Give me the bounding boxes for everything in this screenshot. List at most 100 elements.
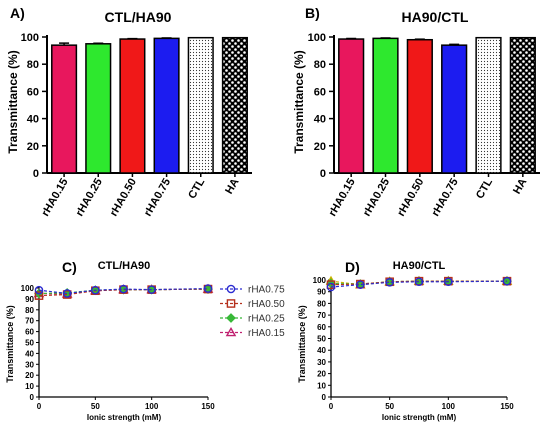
panel-c-legend-label-rHA0.75: rHA0.75: [248, 285, 285, 296]
panel-d-plot: 0 10 20 30 40 50 60 70 80 90 100 0 50 100 150: [313, 275, 514, 411]
panel-d-xtick-label: 0: [329, 402, 334, 411]
panel-d-ytick-label: 30: [317, 358, 326, 367]
panel-b-category-label: rHA0.15: [327, 177, 358, 219]
panel-c-point-rHA0.75: [91, 285, 100, 295]
panel-b-bar-rHA0.75: [441, 44, 468, 174]
panel-c-point-rHA0.75: [203, 284, 213, 293]
panel-c: C) CTL/HA90 Transmittance (%) Ionic stre…: [5, 259, 285, 422]
panel-b-category-label: CTL: [474, 176, 495, 201]
panel-c-ytick-label: 40: [25, 349, 34, 358]
panel-c-point-rHA0.75: [62, 289, 72, 298]
panel-a-ytick-label: 0: [33, 168, 39, 180]
panel-a-category-label: rHA0.15: [40, 177, 71, 219]
panel-c-legend-marker-rHA0.50: [226, 299, 236, 308]
panel-a-bar-rHA0.75: [153, 37, 180, 174]
panel-c-xtick-label: 100: [145, 402, 159, 411]
panel-c-series-line-rHA0.75: [38, 287, 209, 295]
panel-d-ytick-label: 80: [317, 299, 326, 308]
panel-d-ytick-label: 0: [322, 393, 327, 402]
panel-d-ytick-label: 20: [317, 370, 326, 379]
panel-d-series-line-rHA0.75: [330, 280, 508, 288]
panel-d-ylabel: Transmittance (%): [297, 305, 307, 383]
panel-d-xtick-label: 50: [385, 402, 394, 411]
panel-c-legend-marker-rHA0.25: [226, 313, 236, 323]
panel-b-ytick-label: 40: [314, 114, 326, 126]
panel-b-bar-rHA0.25: [372, 37, 399, 174]
panel-b-ytick-label: 80: [314, 59, 326, 71]
panel-c-xlabel: Ionic strength (mM): [87, 413, 162, 422]
panel-a-category-label: CTL: [186, 176, 207, 201]
panel-d-xtick-label: 100: [442, 402, 456, 411]
panel-c-letter: C): [62, 259, 77, 275]
panel-d-ytick-label: 10: [317, 381, 326, 390]
panel-d-ytick-label: 60: [317, 323, 326, 332]
panel-d-point-rHA0.75: [385, 278, 394, 287]
panel-d-point-rHA0.75: [356, 280, 365, 289]
panel-b-bar-rHA0.50: [406, 38, 433, 174]
panel-d-letter: D): [345, 259, 360, 275]
panel-c-xtick-label: 0: [37, 402, 42, 411]
panel-d-xlabel: Ionic strength (mM): [382, 413, 457, 422]
panel-b-category-label: rHA0.25: [361, 177, 392, 219]
panel-c-legend-label-rHA0.50: rHA0.50: [248, 299, 285, 310]
panel-d-ytick-label: 100: [313, 276, 327, 285]
panel-a-ytick-label: 20: [27, 141, 39, 153]
panel-a-title: CTL/HA90: [105, 9, 172, 25]
panel-a-ytick-label: 100: [21, 32, 39, 44]
panel-c-ytick-label: 20: [25, 371, 34, 380]
panel-b-plot: 0 20 40 60 80 100 rHA0.15 rHA0.25 rHA0.50 rHA0.75…: [308, 32, 540, 219]
panel-a-bar-CTL: [187, 36, 214, 174]
panel-b-bar-CTL: [475, 36, 502, 174]
panel-c-point-rHA0.75: [119, 284, 128, 294]
panel-d-title: HA90/CTL: [393, 260, 446, 272]
panel-b-category-label: rHA0.50: [395, 177, 426, 219]
panel-b-letter: B): [305, 5, 320, 21]
panel-a-plot: 0 20 40 60 80 100 rHA0.15 rHA0.25 rHA0.50 rHA0.75…: [21, 32, 252, 219]
panel-c-ylabel: Transmittance (%): [5, 305, 15, 383]
panel-c-ytick-label: 0: [30, 393, 35, 402]
panel-c-point-rHA0.50: [34, 291, 44, 300]
panel-a-ytick-label: 40: [27, 114, 39, 126]
panel-a-ylabel: Transmittance (%): [6, 50, 20, 153]
panel-c-ytick-label: 50: [25, 339, 34, 348]
panel-d-point-rHA0.75: [502, 276, 512, 286]
panel-c-legend: rHA0.75 rHA0.50 rHA0.25 rHA0.15: [220, 284, 285, 339]
panel-d-ytick-label: 50: [317, 335, 326, 344]
panel-a-category-label: rHA0.50: [108, 177, 139, 219]
panel-b-bar-rHA0.15: [338, 38, 365, 174]
panel-d-xtick-label: 150: [500, 402, 514, 411]
panel-c-ytick-label: 10: [25, 382, 34, 391]
panel-d-ytick-label: 70: [317, 311, 326, 320]
panel-c-ytick-label: 80: [25, 306, 34, 315]
panel-b: B) HA90/CTL Transmittance (%) 0 20 40 60 80 1…: [292, 5, 540, 219]
panel-a-bar-rHA0.25: [85, 43, 112, 174]
panel-a: A) CTL/HA90 Transmittance (%) 0 20 40 60 80 1…: [6, 5, 252, 219]
panel-b-ylabel: Transmittance (%): [292, 50, 306, 153]
panel-b-ytick-label: 60: [314, 86, 326, 98]
panel-a-bar-rHA0.50: [119, 38, 146, 174]
panel-a-ytick-label: 60: [27, 86, 39, 98]
panel-d-ytick-label: 40: [317, 346, 326, 355]
panel-c-xtick-label: 150: [201, 402, 215, 411]
panel-c-legend-marker-rHA0.75: [226, 284, 236, 294]
panel-c-legend-marker-rHA0.15: [225, 326, 237, 337]
panel-c-point-rHA0.75: [34, 285, 44, 295]
panel-c-legend-label-rHA0.25: rHA0.25: [248, 314, 285, 325]
panel-d: D) HA90/CTL Transmittance (%) Ionic stre…: [297, 259, 514, 422]
panel-c-ytick-label: 90: [25, 295, 34, 304]
panel-a-letter: A): [10, 5, 25, 21]
panel-c-point-rHA0.75: [147, 285, 156, 294]
panel-b-ytick-label: 0: [320, 168, 326, 180]
panel-c-title: CTL/HA90: [98, 260, 151, 272]
panel-b-ytick-label: 20: [314, 141, 326, 153]
panel-c-ytick-label: 30: [25, 360, 34, 369]
panel-d-point-rHA0.75: [326, 282, 336, 292]
panel-b-bar-HA: [509, 36, 536, 174]
panel-b-ytick-label: 100: [308, 32, 326, 44]
panel-d-point-rHA0.75: [414, 277, 424, 287]
panel-c-legend-label-rHA0.15: rHA0.15: [248, 328, 285, 339]
panel-a-category-label: rHA0.75: [142, 177, 173, 219]
panel-a-category-label: rHA0.25: [74, 177, 105, 219]
